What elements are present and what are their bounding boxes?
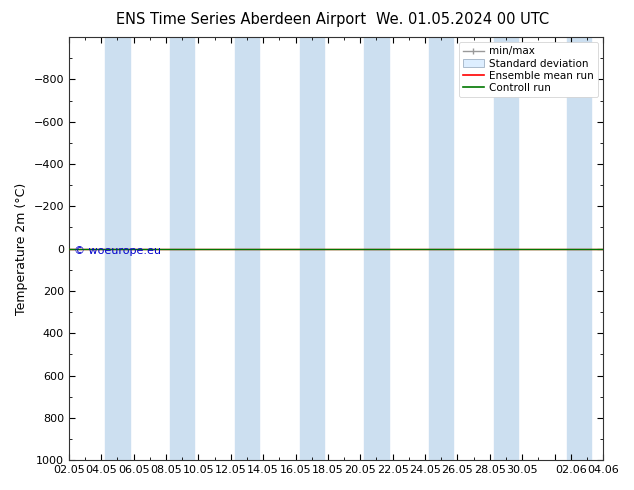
Bar	[365, 37, 389, 460]
Y-axis label: Temperature 2m (°C): Temperature 2m (°C)	[15, 182, 28, 315]
Text: We. 01.05.2024 00 UTC: We. 01.05.2024 00 UTC	[376, 12, 550, 27]
Text: © woeurope.eu: © woeurope.eu	[74, 246, 161, 256]
Bar	[105, 37, 129, 460]
Bar	[429, 37, 453, 460]
Bar	[235, 37, 259, 460]
Text: ENS Time Series Aberdeen Airport: ENS Time Series Aberdeen Airport	[116, 12, 366, 27]
Legend: min/max, Standard deviation, Ensemble mean run, Controll run: min/max, Standard deviation, Ensemble me…	[459, 42, 598, 97]
Bar	[170, 37, 195, 460]
Bar	[494, 37, 518, 460]
Bar	[300, 37, 324, 460]
Bar	[567, 37, 591, 460]
